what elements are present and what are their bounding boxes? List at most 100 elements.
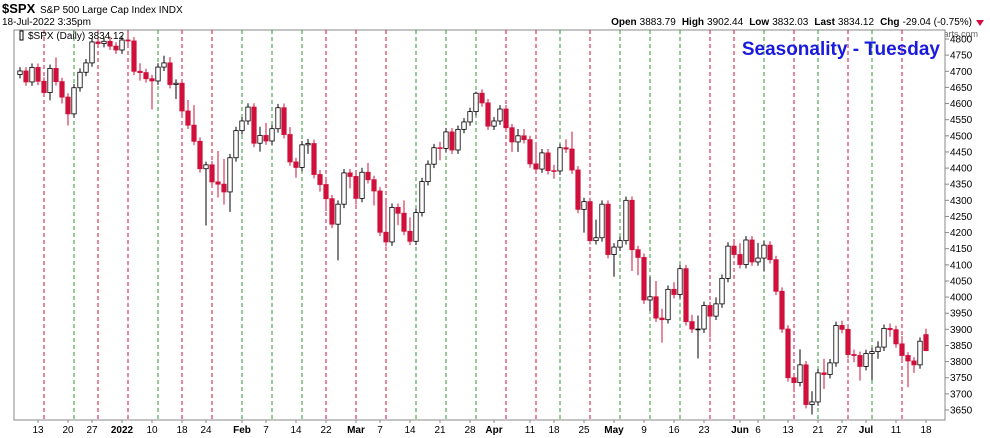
legend-icon <box>19 30 24 41</box>
candle-body <box>905 355 911 362</box>
x-tick-label: 18 <box>548 425 560 436</box>
candle-body <box>875 346 881 353</box>
candle-body <box>407 230 413 242</box>
candle-body <box>881 327 887 348</box>
candle-body <box>611 246 617 255</box>
candle-body <box>809 401 815 405</box>
x-tick-label: 6 <box>755 425 761 436</box>
candle-body <box>677 268 683 295</box>
candle-body <box>617 240 623 248</box>
candle-body <box>89 41 95 64</box>
candle-body <box>179 82 185 112</box>
candle-body <box>623 199 629 242</box>
candle-body <box>863 353 869 367</box>
x-tick-label: 23 <box>698 425 710 436</box>
candle-body <box>197 140 203 170</box>
candle-body <box>83 62 89 73</box>
y-tick-label: 4700 <box>950 67 973 78</box>
candle-body <box>419 181 425 213</box>
y-tick-label: 4750 <box>950 51 973 62</box>
candle-body <box>719 277 725 305</box>
candle-body <box>701 305 707 330</box>
candle-body <box>641 257 647 301</box>
candle-body <box>695 328 701 331</box>
x-tick-label: Mar <box>347 425 365 436</box>
y-tick-label: 4400 <box>950 164 973 175</box>
x-tick-label: 21 <box>812 425 824 436</box>
candle-body <box>743 239 749 265</box>
x-tick-label: 7 <box>263 425 269 436</box>
quote: Open 3883.79 High 3902.44 Low 3832.03 Last 3834… <box>611 17 972 28</box>
candle-body <box>251 106 257 144</box>
candle-body <box>173 82 179 85</box>
candle-body <box>605 203 611 255</box>
candle-body <box>305 143 311 146</box>
y-tick-label: 4600 <box>950 99 973 110</box>
candle-body <box>461 121 467 130</box>
candle-body <box>269 128 275 142</box>
candle-body <box>515 135 521 143</box>
candle-body <box>689 321 695 330</box>
candle-body <box>389 207 395 243</box>
candle-body <box>449 131 455 151</box>
candle-body <box>341 172 347 205</box>
candle-body <box>233 130 239 159</box>
candle-body <box>581 201 587 210</box>
quote-value: 3834.12 <box>838 17 875 28</box>
candle-body <box>755 257 761 263</box>
y-tick-label: 4000 <box>950 293 973 304</box>
candle-body <box>797 364 803 383</box>
candle-body <box>539 152 545 170</box>
symbol: $SPX <box>2 1 36 16</box>
candle-body <box>521 135 527 141</box>
candle-body <box>911 360 917 366</box>
candle-body <box>887 327 893 331</box>
candle-body <box>647 296 653 301</box>
x-tick-label: 9 <box>641 425 647 436</box>
plot-frame <box>13 29 946 421</box>
candle-body <box>257 135 263 144</box>
candle-body <box>239 120 245 132</box>
candle-body <box>503 108 509 129</box>
x-tick-label: 27 <box>836 425 848 436</box>
y-tick-label: 3800 <box>950 357 973 368</box>
candle-body <box>791 377 797 383</box>
x-tick-label: 21 <box>434 425 446 436</box>
chart-title: Seasonality - Tuesday <box>742 39 941 60</box>
x-tick-label: 27 <box>86 425 98 436</box>
legend: $SPX (Daily) 3834.12 <box>28 31 125 42</box>
candle-body <box>263 135 269 142</box>
candle-body <box>749 239 755 263</box>
candle-body <box>185 110 191 126</box>
candle-body <box>737 254 743 265</box>
candle-body <box>827 362 833 375</box>
candle-body <box>599 203 605 239</box>
x-tick-label: 14 <box>404 425 416 436</box>
y-tick-label: 4350 <box>950 180 973 191</box>
candle-body <box>707 305 713 317</box>
x-tick-label: 10 <box>146 425 158 436</box>
candle-body <box>851 354 857 356</box>
candle-body <box>497 108 503 122</box>
candle-body <box>815 372 821 403</box>
x-tick-label: 20 <box>62 425 74 436</box>
x-tick-label: 11 <box>891 425 902 436</box>
quote-value: 3832.03 <box>772 17 809 28</box>
candle-body <box>245 106 251 122</box>
quote-value: 3883.79 <box>640 17 677 28</box>
candle-body <box>917 340 923 366</box>
candle-body <box>533 163 539 170</box>
candle-body <box>569 148 575 171</box>
y-tick-label: 4300 <box>950 196 973 207</box>
y-tick-label: 3850 <box>950 341 973 352</box>
candle-body <box>869 351 875 354</box>
x-tick-label: 28 <box>464 425 476 436</box>
candle-body <box>221 183 227 193</box>
candle-body <box>119 39 125 51</box>
candle-body <box>431 147 437 165</box>
candle-body <box>545 152 551 172</box>
x-tick-label: 25 <box>578 425 590 436</box>
candle-body <box>839 325 845 330</box>
y-tick-label: 4650 <box>950 83 973 94</box>
candle-body <box>731 245 737 255</box>
